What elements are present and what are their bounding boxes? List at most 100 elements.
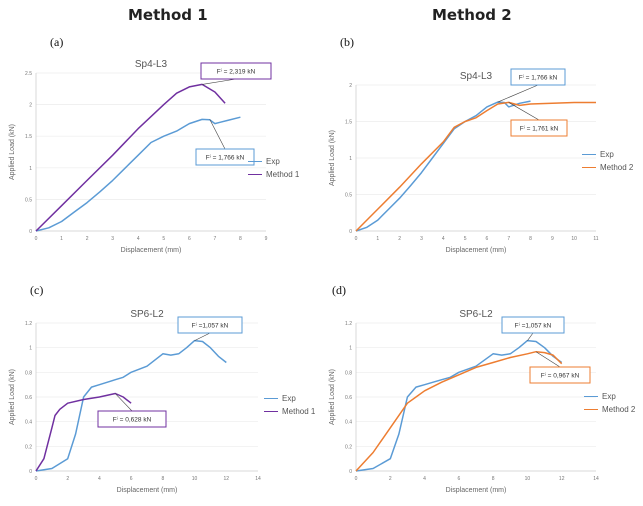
x-tick-label: 12: [559, 476, 565, 482]
y-tick-label: 0: [29, 469, 32, 475]
chart-title: Sp4-L3: [135, 59, 168, 70]
x-tick-label: 2: [86, 236, 89, 242]
x-tick-label: 0: [355, 236, 358, 242]
legend-entry-method2: Method 2: [582, 161, 633, 174]
x-tick-label: 4: [442, 236, 445, 242]
callout-box: [501, 316, 565, 334]
x-tick-label: 6: [130, 476, 133, 482]
panel-label-d: (d): [332, 283, 346, 297]
y-tick-label: 0.5: [25, 197, 32, 203]
x-tick-label: 3: [420, 236, 423, 242]
x-tick-label: 7: [213, 236, 216, 242]
x-tick-label: 8: [529, 236, 532, 242]
x-tick-label: 10: [192, 476, 198, 482]
y-tick-label: 1.2: [25, 321, 32, 327]
series-line-method-1: [35, 83, 226, 232]
callout-leader: [527, 332, 534, 341]
series-line-method-2: [355, 350, 563, 472]
y-tick-label: 1: [349, 156, 352, 162]
callout-box: [200, 62, 272, 80]
x-tick-label: 8: [492, 476, 495, 482]
legend-c: Exp Method 1: [264, 392, 315, 418]
x-tick-label: 11: [593, 236, 598, 242]
callout-text: Fⁱ = 1,766 kN: [206, 154, 245, 162]
x-tick-label: 0: [35, 236, 38, 242]
x-tick-label: 7: [507, 236, 510, 242]
y-tick-label: 0.5: [345, 193, 352, 199]
callout-leader: [535, 351, 561, 368]
legend-label: Exp: [600, 150, 614, 159]
legend-entry-exp: Exp: [582, 148, 633, 161]
panel-label-c: (c): [30, 283, 44, 297]
y-tick-label: 2.5: [25, 71, 32, 77]
x-tick-label: 2: [66, 476, 69, 482]
y-tick-label: 0: [349, 469, 352, 475]
series-line-method-2: [355, 101, 596, 232]
legend-entry-method1: Method 1: [264, 405, 315, 418]
chart-panel-b: Sp4-L3 0 0.5 1 1.5 2 0 1 2 3 4 5 6 7 8 9 10 11 Displacemen…: [329, 68, 599, 254]
callout-leader: [209, 119, 226, 150]
method1-column-heading: Method 1: [128, 6, 208, 24]
x-tick-label: 5: [162, 236, 165, 242]
legend-entry-method1: Method 1: [248, 168, 299, 181]
callout-box: [510, 119, 568, 137]
x-tick-label: 10: [571, 236, 577, 242]
x-tick-label: 0: [35, 476, 38, 482]
x-tick-label: 4: [98, 476, 101, 482]
y-axis-label: Applied Load (kN): [329, 130, 336, 186]
legend-entry-exp: Exp: [264, 392, 315, 405]
y-tick-label: 0.4: [25, 420, 32, 426]
y-tick-label: 0: [29, 229, 32, 235]
legend-d: Exp Method 2: [584, 390, 635, 416]
callout-box: [195, 148, 255, 166]
y-tick-label: 1: [349, 346, 352, 352]
y-axis-label: Applied Load (kN): [329, 369, 336, 425]
y-tick-label: 0: [349, 229, 352, 235]
legend-label: Exp: [266, 157, 280, 166]
y-tick-label: 0.6: [25, 395, 32, 401]
y-tick-label: 0.2: [345, 444, 352, 450]
callout-text: Fⁱ = 2,319 kN: [217, 68, 256, 76]
chart-panel-a: Sp4-L3 0 0.5 1 1.5 2 2.5 0 1 2 3 4 5 6 7 8 9 Displacement…: [9, 59, 272, 254]
legend-label: Method 1: [266, 170, 300, 179]
x-tick-label: 10: [525, 476, 531, 482]
x-tick-label: 6: [188, 236, 191, 242]
legend-entry-exp: Exp: [584, 390, 635, 403]
x-tick-label: 9: [551, 236, 554, 242]
series-line-exp: [35, 339, 227, 472]
callout-leader: [115, 393, 133, 412]
panel-label-b: (b): [340, 35, 354, 49]
legend-label: Exp: [602, 392, 616, 401]
y-tick-label: 0.4: [345, 420, 352, 426]
legend-entry-method2: Method 2: [584, 403, 635, 416]
callout-leader: [508, 102, 540, 121]
x-tick-label: 4: [137, 236, 140, 242]
x-tick-label: 14: [593, 476, 599, 482]
chart-panel-d: SP6-L2 0 0.2 0.4 0.6 0.8 1 1.2 0 2 4 6 8 10 12 14 Displa…: [329, 309, 599, 494]
chart-panel-c: SP6-L2 0 0.2 0.4 0.6 0.8 1 1.2 0 2 4 6 8 10 12 14 Displa…: [9, 309, 261, 494]
callout-box: [97, 410, 167, 428]
x-tick-label: 1: [60, 236, 63, 242]
chart-title: SP6-L2: [459, 309, 493, 320]
series-line-exp: [355, 339, 563, 472]
legend-label: Exp: [282, 394, 296, 403]
x-tick-label: 6: [457, 476, 460, 482]
y-tick-label: 1.5: [345, 120, 352, 126]
panel-label-a: (a): [50, 35, 64, 49]
y-axis-label: Applied Load (kN): [9, 124, 16, 180]
y-tick-label: 2: [349, 83, 352, 89]
y-tick-label: 0.6: [345, 395, 352, 401]
callout-text: Fⁱ =1,057 kN: [515, 322, 552, 330]
legend-a: Exp Method 1: [248, 155, 299, 181]
x-tick-label: 6: [486, 236, 489, 242]
x-tick-label: 14: [255, 476, 261, 482]
x-tick-label: 8: [239, 236, 242, 242]
callout-box: [177, 316, 243, 334]
y-tick-label: 0.8: [25, 370, 32, 376]
x-tick-label: 9: [265, 236, 268, 242]
callout-leader: [202, 78, 237, 85]
callout-box: [510, 68, 566, 86]
x-tick-label: 2: [389, 476, 392, 482]
y-tick-label: 0.8: [345, 370, 352, 376]
legend-label: Method 2: [600, 163, 634, 172]
